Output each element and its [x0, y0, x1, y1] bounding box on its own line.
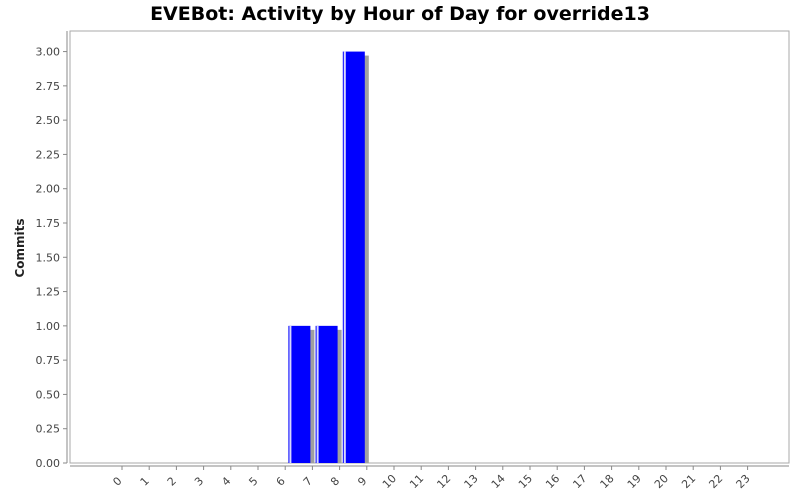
x-tick-label: 1	[138, 474, 152, 488]
bar	[342, 51, 365, 463]
y-tick-label: 1.50	[36, 251, 61, 264]
x-tick-label: 22	[706, 472, 725, 491]
bar	[315, 325, 338, 463]
x-tick-label: 15	[516, 472, 535, 491]
y-tick-label: 2.75	[36, 80, 61, 93]
plot-area	[69, 30, 790, 464]
x-tick-label: 18	[598, 472, 617, 491]
x-tick-label: 20	[652, 472, 671, 491]
bars-group	[288, 51, 369, 463]
x-tick-label: 0	[110, 474, 124, 488]
x-tick-label: 23	[734, 472, 753, 491]
bar-9	[342, 51, 369, 463]
x-tick-label: 10	[380, 472, 399, 491]
x-tick-label: 14	[489, 472, 508, 491]
x-tick-label: 9	[355, 474, 369, 488]
y-tick-label: 3.00	[36, 46, 61, 59]
y-tick-label: 1.75	[36, 217, 61, 230]
x-tick-label: 6	[274, 474, 288, 488]
x-tick-label: 4	[219, 474, 233, 488]
y-tick-label: 2.25	[36, 148, 61, 161]
bar-highlight	[316, 325, 319, 463]
bar-highlight	[289, 325, 292, 463]
x-tick-label: 5	[246, 474, 260, 488]
x-tick-label: 13	[462, 472, 481, 491]
y-axis-label: Commits	[13, 218, 27, 277]
bar	[288, 325, 311, 463]
y-tick-label: 2.00	[36, 183, 61, 196]
x-tick-label: 21	[679, 472, 698, 491]
x-tick-label: 2	[165, 474, 179, 488]
x-tick-label: 3	[192, 474, 206, 488]
y-tick-label: 0.00	[36, 457, 61, 470]
y-tick-label: 0.50	[36, 388, 61, 401]
x-tick-label: 8	[328, 474, 342, 488]
y-tick-label: 1.25	[36, 286, 61, 299]
x-tick-label: 11	[407, 472, 426, 491]
x-axis: 0 1 2 3 4 5 6 7 8 9 10 11 12 13 14 15 16 17 18 19 20 21 22 23	[70, 465, 789, 491]
y-axis: 0.00 0.25 0.50 0.75 1.00 1.25 1.50 1.75 2.00 2.25…	[36, 31, 68, 470]
chart-title: EVEBot: Activity by Hour of Day for over…	[150, 3, 650, 25]
y-tick-label: 2.50	[36, 114, 61, 127]
plot-border	[69, 30, 790, 464]
x-tick-label: 19	[625, 472, 644, 491]
bar-highlight	[343, 51, 346, 463]
x-tick-label: 7	[301, 474, 315, 488]
x-tick-label: 12	[434, 472, 453, 491]
y-tick-label: 1.00	[36, 320, 61, 333]
y-tick-label: 0.25	[36, 423, 61, 436]
x-tick-label: 16	[543, 472, 562, 491]
x-tick-label: 17	[570, 472, 589, 491]
bar-8	[315, 325, 342, 463]
bar-7	[288, 325, 315, 463]
y-tick-label: 0.75	[36, 354, 61, 367]
